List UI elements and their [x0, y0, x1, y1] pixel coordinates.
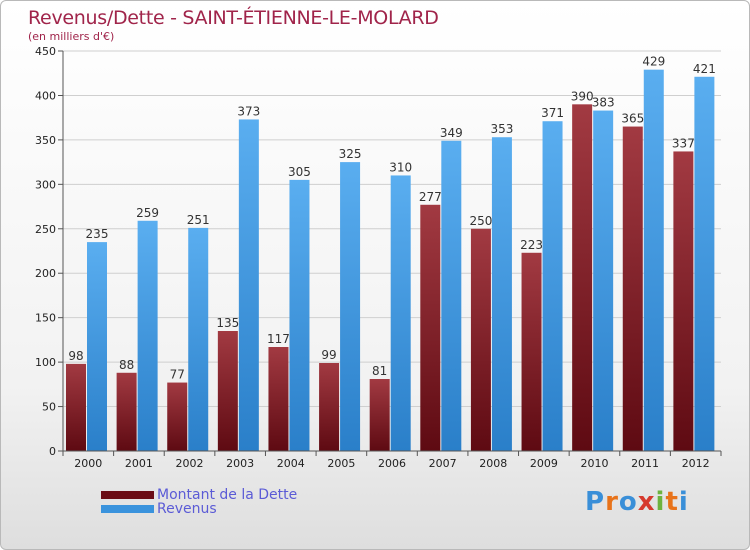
revenue-bar — [87, 242, 107, 451]
revenue-bar — [289, 179, 310, 451]
debt-value-label: 365 — [621, 112, 644, 126]
revenue-bar — [188, 227, 209, 451]
debt-value-label: 277 — [419, 190, 442, 204]
x-tick-label: 2010 — [580, 457, 608, 470]
logo-letter: x — [637, 487, 656, 517]
x-tick-label: 2001 — [125, 457, 153, 470]
legend-swatch-revenue — [101, 505, 154, 513]
revenue-value-label: 349 — [440, 126, 463, 140]
revenue-value-label: 251 — [187, 213, 210, 227]
revenue-value-label: 310 — [389, 160, 412, 174]
revenue-value-label: 383 — [592, 96, 615, 110]
logo-letter: t — [665, 487, 679, 517]
revenue-value-label: 429 — [642, 55, 665, 69]
chart-title: Revenus/Dette - SAINT-ÉTIENNE-LE-MOLARD — [28, 7, 439, 29]
revenue-bar — [137, 220, 158, 451]
y-tick-label: 0 — [49, 445, 56, 458]
y-tick-label: 150 — [35, 312, 56, 325]
debt-value-label: 117 — [267, 332, 290, 346]
axes: 0 50 100 150 200 250 300 350 400 450 2000 2001 2002 2… — [35, 45, 722, 470]
revenue-bar — [441, 140, 462, 451]
revenue-value-label: 373 — [237, 104, 260, 118]
debt-bar — [66, 363, 86, 451]
debt-value-label: 390 — [571, 89, 594, 103]
x-tick-label: 2009 — [530, 457, 558, 470]
logo-letter: o — [618, 487, 638, 517]
revenue-value-label: 371 — [541, 106, 564, 120]
debt-bar — [521, 252, 542, 451]
debt-bar — [217, 331, 238, 451]
logo-letter: i — [678, 487, 689, 517]
bars — [66, 69, 715, 452]
debt-value-label: 99 — [321, 348, 336, 362]
debt-bar — [369, 379, 390, 451]
revenue-bar — [593, 110, 614, 452]
proxiti-logo: Proxiti — [585, 487, 689, 517]
revenue-bar — [238, 119, 259, 451]
x-tick-label: 2002 — [176, 457, 204, 470]
logo-letter: i — [655, 487, 666, 517]
debt-bar — [470, 228, 491, 451]
debt-bar — [268, 347, 289, 451]
legend-item-debt: Montant de la Dette — [101, 488, 297, 502]
y-tick-label: 200 — [35, 267, 56, 280]
x-tick-label: 2007 — [429, 457, 457, 470]
debt-bar — [420, 204, 441, 451]
debt-value-label: 337 — [672, 136, 695, 150]
debt-bar — [319, 363, 340, 451]
logo-letter: P — [585, 487, 606, 517]
logo-letter: r — [605, 487, 619, 517]
y-tick-label: 300 — [35, 178, 56, 191]
revenue-bar — [694, 76, 715, 452]
revenue-bar — [542, 121, 563, 451]
debt-bar — [673, 151, 694, 451]
revenue-value-label: 235 — [86, 227, 109, 241]
chart-subtitle: (en milliers d'€) — [28, 30, 115, 43]
legend-label-revenue: Revenus — [157, 501, 217, 517]
revenue-value-label: 421 — [693, 62, 716, 76]
y-tick-label: 350 — [35, 134, 56, 147]
y-tick-label: 450 — [35, 45, 56, 58]
debt-bar — [572, 104, 593, 451]
x-tick-label: 2003 — [226, 457, 254, 470]
data-labels: 98 235 88 259 77 251 135 373 117 305 99 325 81 310 277… — [68, 55, 715, 382]
debt-value-label: 135 — [216, 316, 239, 330]
debt-bar — [622, 126, 643, 452]
debt-bar — [167, 382, 188, 451]
legend-swatch-debt — [101, 491, 154, 499]
legend-label-debt: Montant de la Dette — [157, 487, 298, 503]
revenue-bar — [491, 137, 512, 451]
y-tick-label: 50 — [42, 401, 56, 414]
legend-item-revenue: Revenus — [101, 502, 217, 516]
debt-value-label: 88 — [119, 358, 134, 372]
revenue-value-label: 305 — [288, 165, 311, 179]
debt-value-label: 98 — [68, 349, 83, 363]
debt-value-label: 223 — [520, 238, 543, 252]
x-tick-label: 2000 — [74, 457, 102, 470]
revenue-bar — [340, 162, 361, 451]
revenue-value-label: 259 — [136, 206, 159, 220]
revenue-bar — [643, 69, 664, 452]
revenue-value-label: 325 — [339, 147, 362, 161]
x-tick-label: 2012 — [682, 457, 710, 470]
x-tick-label: 2006 — [378, 457, 406, 470]
x-tick-label: 2004 — [277, 457, 305, 470]
x-tick-label: 2011 — [631, 457, 659, 470]
debt-value-label: 77 — [170, 368, 185, 382]
y-tick-label: 400 — [35, 89, 56, 102]
revenue-value-label: 353 — [490, 122, 513, 136]
y-tick-label: 250 — [35, 223, 56, 236]
debt-value-label: 250 — [469, 214, 492, 228]
y-tick-label: 100 — [35, 356, 56, 369]
revenue-bar — [390, 175, 411, 451]
x-tick-label: 2005 — [327, 457, 355, 470]
debt-value-label: 81 — [372, 364, 387, 378]
debt-bar — [116, 372, 137, 451]
x-tick-label: 2008 — [479, 457, 507, 470]
